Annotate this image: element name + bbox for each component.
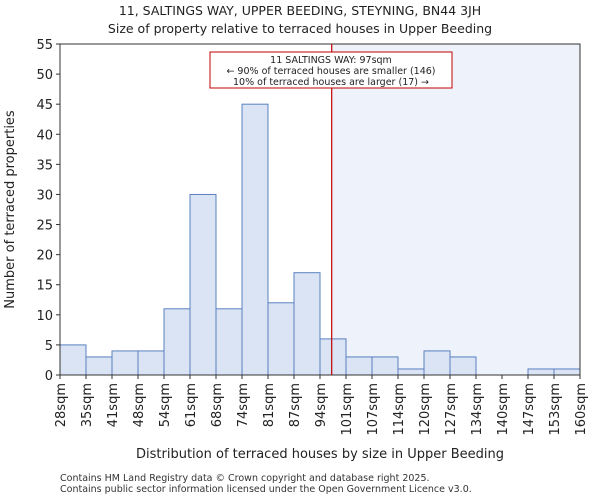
annotation-line2: ← 90% of terraced houses are smaller (14… — [226, 66, 435, 77]
y-axis-label: Number of terraced properties — [3, 110, 18, 309]
x-tick-label-160sqm: 160sqm — [574, 383, 589, 436]
chart-title-line1: 11, SALTINGS WAY, UPPER BEEDING, STEYNIN… — [118, 3, 482, 18]
x-tick-label-81sqm: 81sqm — [262, 383, 277, 427]
x-tick-label-114sqm: 114sqm — [392, 383, 407, 436]
larger-region-shade — [331, 44, 580, 375]
x-tick-label-74sqm: 74sqm — [236, 383, 251, 427]
annotation-box — [209, 51, 453, 89]
bar-41sqm — [111, 350, 139, 376]
bar-87sqm — [293, 272, 321, 376]
y-tick-label-40: 40 — [36, 128, 53, 143]
y-tick-label-35: 35 — [36, 158, 53, 173]
x-axis-label: Distribution of terraced houses by size … — [136, 447, 504, 462]
y-tick-label-20: 20 — [36, 249, 53, 264]
x-tick-label-48sqm: 48sqm — [132, 383, 147, 427]
x-tick-label-101sqm: 101sqm — [340, 383, 355, 436]
x-tick-label-127sqm: 127sqm — [444, 383, 459, 436]
y-tick-label-10: 10 — [36, 309, 53, 324]
y-tick-label-25: 25 — [36, 219, 53, 234]
bar-35sqm — [85, 356, 113, 376]
y-tick-label-0: 0 — [45, 369, 53, 384]
bar-54sqm — [163, 308, 191, 376]
x-tick-label-134sqm: 134sqm — [470, 383, 485, 436]
bar-114sqm — [397, 368, 425, 376]
bar-74sqm — [241, 103, 269, 376]
bar-107sqm — [371, 356, 399, 376]
x-tick-label-54sqm: 54sqm — [158, 383, 173, 427]
x-tick-label-35sqm: 35sqm — [80, 383, 95, 427]
footer-line1: Contains HM Land Registry data © Crown c… — [60, 473, 430, 484]
x-tick-label-94sqm: 94sqm — [314, 383, 329, 427]
x-tick-label-87sqm: 87sqm — [288, 383, 303, 427]
bar-94sqm — [319, 338, 347, 376]
x-tick-label-68sqm: 68sqm — [210, 383, 225, 427]
x-tick-label-153sqm: 153sqm — [548, 383, 563, 436]
x-tick-label-147sqm: 147sqm — [522, 383, 537, 436]
y-tick-label-50: 50 — [36, 68, 53, 83]
bar-48sqm — [137, 350, 165, 376]
bar-153sqm — [553, 368, 581, 376]
bar-81sqm — [267, 302, 295, 376]
x-tick-label-140sqm: 140sqm — [496, 383, 511, 436]
x-tick-label-61sqm: 61sqm — [184, 383, 199, 427]
footer-line2: Contains public sector information licen… — [60, 484, 472, 495]
bar-28sqm — [59, 344, 87, 376]
y-tick-label-45: 45 — [36, 98, 53, 113]
x-tick-label-107sqm: 107sqm — [366, 383, 381, 436]
x-tick-label-28sqm: 28sqm — [54, 383, 69, 427]
bar-68sqm — [215, 308, 243, 376]
x-tick-label-41sqm: 41sqm — [106, 383, 121, 427]
bar-120sqm — [423, 350, 451, 376]
annotation-line1: 11 SALTINGS WAY: 97sqm — [270, 55, 392, 66]
bar-101sqm — [345, 356, 373, 376]
chart-title-line2: Size of property relative to terraced ho… — [107, 21, 493, 36]
y-tick-label-55: 55 — [36, 38, 53, 53]
y-tick-label-5: 5 — [45, 339, 53, 354]
bar-147sqm — [527, 368, 555, 376]
y-tick-label-15: 15 — [36, 279, 53, 294]
x-tick-label-120sqm: 120sqm — [418, 383, 433, 436]
bar-127sqm — [449, 356, 477, 376]
annotation-line3: 10% of terraced houses are larger (17) → — [233, 77, 429, 88]
bar-61sqm — [189, 193, 217, 376]
y-tick-label-30: 30 — [36, 188, 53, 203]
